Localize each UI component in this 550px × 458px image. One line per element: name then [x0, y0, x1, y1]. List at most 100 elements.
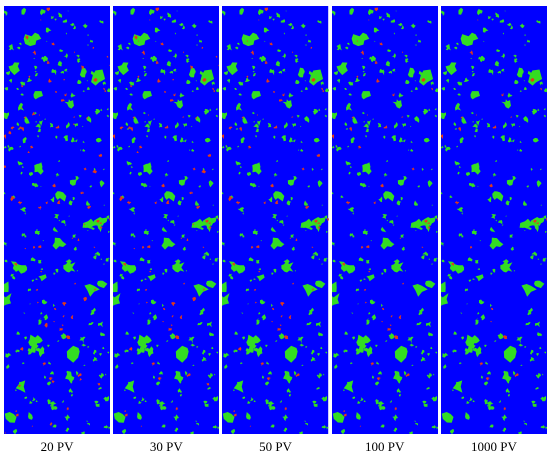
green-blob	[480, 55, 485, 62]
green-blob	[148, 120, 153, 126]
green-blob	[99, 373, 104, 379]
green-blob	[301, 23, 307, 29]
green-blob	[426, 374, 429, 377]
red-spot	[270, 183, 275, 188]
green-blob	[350, 137, 355, 144]
green-blob	[302, 284, 319, 297]
red-spot	[51, 380, 55, 384]
green-blob	[356, 172, 361, 176]
green-blob	[159, 401, 166, 408]
green-blob	[454, 102, 461, 111]
red-spot	[218, 218, 220, 221]
green-blob	[192, 364, 195, 366]
red-spot	[383, 125, 387, 129]
green-blob	[373, 40, 375, 42]
red-spot	[28, 75, 31, 78]
green-blob	[404, 270, 406, 272]
green-blob	[312, 400, 317, 404]
green-blob	[266, 361, 270, 365]
green-blob	[196, 34, 198, 36]
green-blob	[445, 62, 457, 76]
green-blob	[460, 265, 464, 271]
green-blob	[140, 279, 144, 282]
green-blob	[301, 140, 304, 143]
green-blob	[128, 145, 131, 148]
red-spot	[279, 98, 284, 102]
green-blob	[253, 73, 257, 77]
green-blob	[501, 99, 511, 109]
green-blob	[231, 267, 235, 270]
green-blob	[377, 401, 385, 408]
green-blob	[238, 207, 245, 212]
green-blob	[365, 128, 369, 133]
green-blob	[340, 429, 345, 434]
red-spot	[19, 347, 24, 351]
red-spot	[348, 107, 350, 109]
green-blob	[541, 373, 544, 376]
green-blob	[381, 18, 385, 21]
green-blob	[291, 234, 295, 238]
green-blob	[63, 53, 68, 59]
green-blob	[245, 77, 251, 83]
green-blob	[523, 87, 527, 90]
green-blob	[58, 219, 61, 222]
panel-label-1000pv: 1000 PV	[470, 439, 517, 454]
green-blob	[465, 334, 480, 348]
green-blob	[238, 93, 242, 96]
red-spot	[15, 413, 19, 417]
green-blob	[308, 310, 313, 316]
green-blob	[270, 237, 285, 250]
green-blob	[241, 137, 246, 144]
red-spot	[360, 50, 364, 55]
green-blob	[333, 70, 338, 75]
green-blob	[431, 204, 433, 206]
green-blob	[172, 135, 178, 142]
green-blob	[40, 186, 42, 187]
green-blob	[368, 268, 371, 270]
green-blob	[250, 182, 256, 187]
green-blob	[359, 279, 362, 282]
green-blob	[296, 114, 301, 118]
red-spot	[255, 301, 258, 304]
red-spot	[202, 288, 206, 291]
green-blob	[500, 135, 505, 142]
green-blob	[308, 39, 312, 43]
green-blob	[62, 19, 68, 23]
green-blob	[366, 274, 375, 282]
green-blob	[393, 259, 400, 264]
green-blob	[86, 80, 88, 82]
green-blob	[540, 204, 542, 206]
green-blob	[93, 255, 97, 260]
red-spot	[317, 225, 322, 229]
green-blob	[260, 299, 266, 305]
green-blob	[97, 321, 103, 328]
green-blob	[99, 180, 105, 188]
red-spot	[155, 60, 160, 64]
green-blob	[55, 135, 58, 139]
green-blob	[428, 258, 430, 260]
green-blob	[63, 135, 69, 142]
green-blob	[359, 182, 365, 187]
green-blob	[425, 321, 431, 328]
green-phase	[440, 7, 548, 434]
green-blob	[175, 122, 180, 129]
green-blob	[141, 182, 147, 187]
red-spot	[77, 373, 82, 378]
green-blob	[117, 62, 130, 76]
red-spot	[246, 75, 249, 78]
green-blob	[440, 192, 443, 195]
green-blob	[490, 272, 493, 275]
green-blob	[388, 70, 392, 74]
red-spot	[48, 78, 52, 83]
green-blob	[321, 396, 328, 402]
green-blob	[383, 268, 386, 273]
green-blob	[351, 212, 354, 215]
red-spot	[186, 373, 191, 378]
red-phase	[222, 7, 329, 427]
green-blob	[174, 259, 181, 264]
red-spot	[49, 422, 53, 426]
green-blob	[305, 44, 308, 46]
green-blob	[100, 108, 103, 111]
green-blob	[90, 225, 95, 230]
green-blob	[386, 12, 390, 18]
